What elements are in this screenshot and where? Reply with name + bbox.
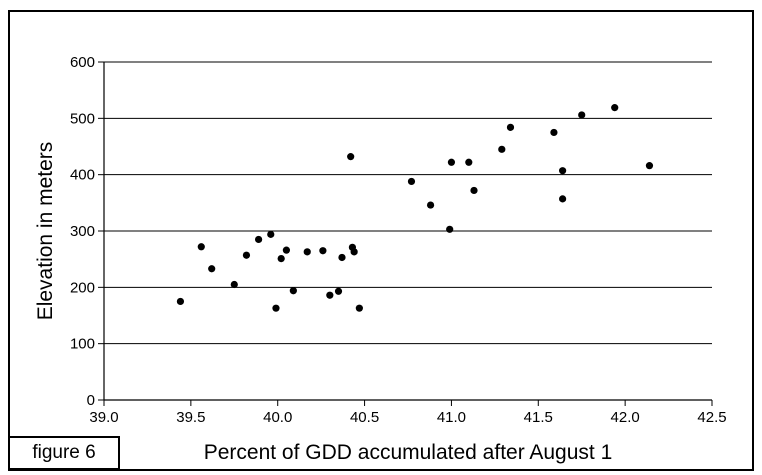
data-point xyxy=(242,251,251,259)
data-point xyxy=(611,104,619,112)
gridlines xyxy=(104,61,712,345)
data-point xyxy=(446,225,454,233)
data-point xyxy=(326,291,334,299)
y-tick-label: 200 xyxy=(70,279,95,296)
x-tick-label: 41.5 xyxy=(524,409,553,426)
chart-frame xyxy=(8,10,754,471)
data-point xyxy=(645,162,654,170)
x-tick-label: 40.0 xyxy=(263,409,292,426)
y-axis-ticks: 0 100 200 300 400 500 600 xyxy=(70,54,104,409)
data-point xyxy=(255,235,263,244)
data-point xyxy=(197,243,205,251)
data-point xyxy=(338,253,346,262)
data-point xyxy=(350,248,358,256)
data-point xyxy=(334,287,343,295)
data-point xyxy=(289,287,297,295)
data-point xyxy=(267,230,275,238)
data-point xyxy=(277,255,285,263)
data-point xyxy=(506,123,515,131)
x-axis-title: Percent of GDD accumulated after August … xyxy=(204,441,613,464)
data-point xyxy=(550,128,558,137)
data-point xyxy=(559,167,567,175)
data-point xyxy=(407,177,416,186)
x-tick-label: 42.5 xyxy=(697,409,726,426)
data-point xyxy=(470,186,478,195)
y-axis-title: Elevation in meters xyxy=(34,142,57,321)
data-point xyxy=(465,158,473,166)
data-point xyxy=(447,158,456,166)
x-tick-label: 40.5 xyxy=(350,409,379,426)
data-point xyxy=(498,145,506,153)
data-point xyxy=(355,304,363,312)
data-point xyxy=(347,153,355,161)
y-tick-label: 400 xyxy=(70,167,95,184)
y-tick-label: 100 xyxy=(70,336,95,353)
data-points xyxy=(176,104,654,312)
x-tick-label: 39.0 xyxy=(89,409,118,426)
y-tick-label: 300 xyxy=(70,223,95,240)
data-point xyxy=(176,297,185,306)
data-point xyxy=(272,304,280,312)
data-point xyxy=(208,265,216,273)
data-point xyxy=(319,247,327,255)
y-tick-label: 500 xyxy=(70,110,95,127)
x-tick-label: 39.5 xyxy=(176,409,205,426)
figure-label: figure 6 xyxy=(8,436,120,470)
data-point xyxy=(559,195,567,203)
y-tick-label: 0 xyxy=(87,392,95,409)
data-point xyxy=(282,246,290,254)
data-point xyxy=(303,248,311,256)
y-tick-label: 600 xyxy=(70,54,95,71)
data-point xyxy=(426,201,435,209)
x-axis-ticks: 39.0 39.5 40.0 40.5 41.0 41.5 42.0 42.5 xyxy=(89,400,727,426)
data-point xyxy=(578,111,586,119)
data-point xyxy=(230,280,238,289)
x-tick-label: 41.0 xyxy=(437,409,466,426)
x-tick-label: 42.0 xyxy=(611,409,640,426)
